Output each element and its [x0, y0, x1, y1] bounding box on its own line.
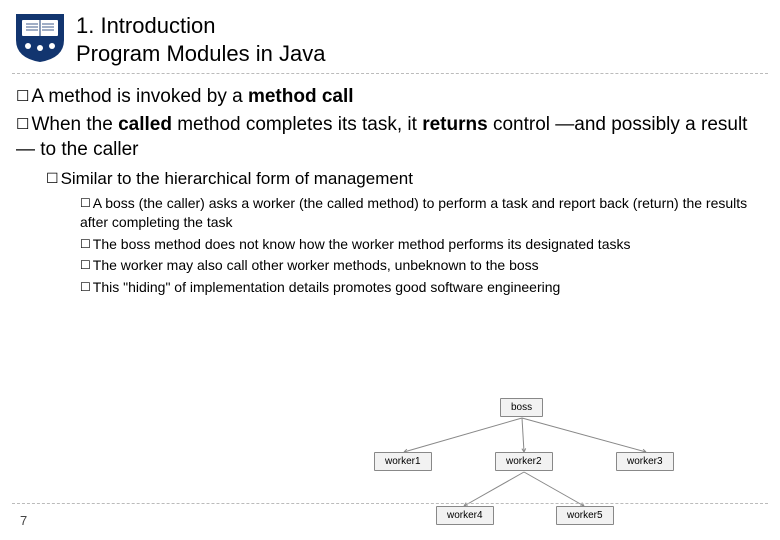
- checkbox-icon: ☐: [16, 115, 29, 135]
- header-divider: [12, 73, 768, 74]
- checkbox-icon: ☐: [80, 236, 91, 252]
- diagram-node-worker: worker5: [556, 506, 614, 525]
- text: Similar to the hierarchical form of mana…: [61, 169, 413, 188]
- page-number: 7: [20, 513, 27, 528]
- text-bold: returns: [422, 114, 487, 135]
- checkbox-icon: ☐: [80, 257, 91, 273]
- diagram-node-boss: boss: [500, 398, 543, 417]
- text-bold: method call: [248, 86, 354, 107]
- text: The boss method does not know how the wo…: [93, 236, 631, 252]
- title-line-1: 1. Introduction: [76, 12, 325, 40]
- diagram-node-worker: worker4: [436, 506, 494, 525]
- slide-header: 1. Introduction Program Modules in Java: [0, 0, 780, 71]
- diagram-node-worker: worker1: [374, 452, 432, 471]
- diagram-node-worker: worker2: [495, 452, 553, 471]
- title-block: 1. Introduction Program Modules in Java: [76, 8, 325, 67]
- text: method completes its task, it: [172, 114, 422, 135]
- footer-divider: [12, 503, 768, 504]
- text: The worker may also call other worker me…: [93, 257, 539, 273]
- bullet-level3: ☐This "hiding" of implementation details…: [80, 278, 764, 297]
- bullet-level1: ☐When the called method completes its ta…: [16, 112, 764, 163]
- diagram-node-worker: worker3: [616, 452, 674, 471]
- bullet-level2: ☐Similar to the hierarchical form of man…: [46, 167, 764, 191]
- bullet-level1: ☐A method is invoked by a method call: [16, 84, 764, 110]
- slide-content: ☐A method is invoked by a method call ☐W…: [0, 80, 780, 297]
- checkbox-icon: ☐: [16, 87, 29, 107]
- text: When the: [31, 114, 118, 135]
- hierarchy-diagram: boss worker1 worker2 worker3 worker4 wor…: [352, 398, 702, 528]
- text: A method is invoked by a: [31, 86, 248, 107]
- text: This "hiding" of implementation details …: [93, 279, 561, 295]
- checkbox-icon: ☐: [80, 279, 91, 295]
- university-shield-logo: [12, 8, 68, 64]
- title-line-2: Program Modules in Java: [76, 40, 325, 68]
- text: A boss (the caller) asks a worker (the c…: [80, 195, 747, 230]
- bullet-level3: ☐The boss method does not know how the w…: [80, 235, 764, 254]
- bullet-level3: ☐The worker may also call other worker m…: [80, 256, 764, 275]
- bullet-level3: ☐A boss (the caller) asks a worker (the …: [80, 194, 764, 232]
- checkbox-icon: ☐: [80, 195, 91, 211]
- checkbox-icon: ☐: [46, 169, 59, 189]
- text-bold: called: [118, 114, 172, 135]
